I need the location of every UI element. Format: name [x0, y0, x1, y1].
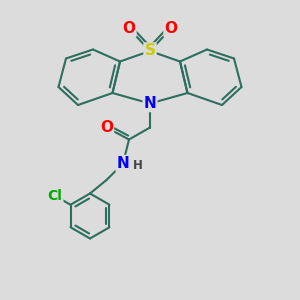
Text: O: O: [100, 120, 113, 135]
Text: S: S: [145, 44, 155, 59]
Text: O: O: [164, 21, 178, 36]
Text: N: N: [144, 96, 156, 111]
Text: N: N: [117, 156, 129, 171]
Text: O: O: [122, 21, 136, 36]
Text: Cl: Cl: [47, 189, 62, 203]
Text: H: H: [133, 159, 142, 172]
